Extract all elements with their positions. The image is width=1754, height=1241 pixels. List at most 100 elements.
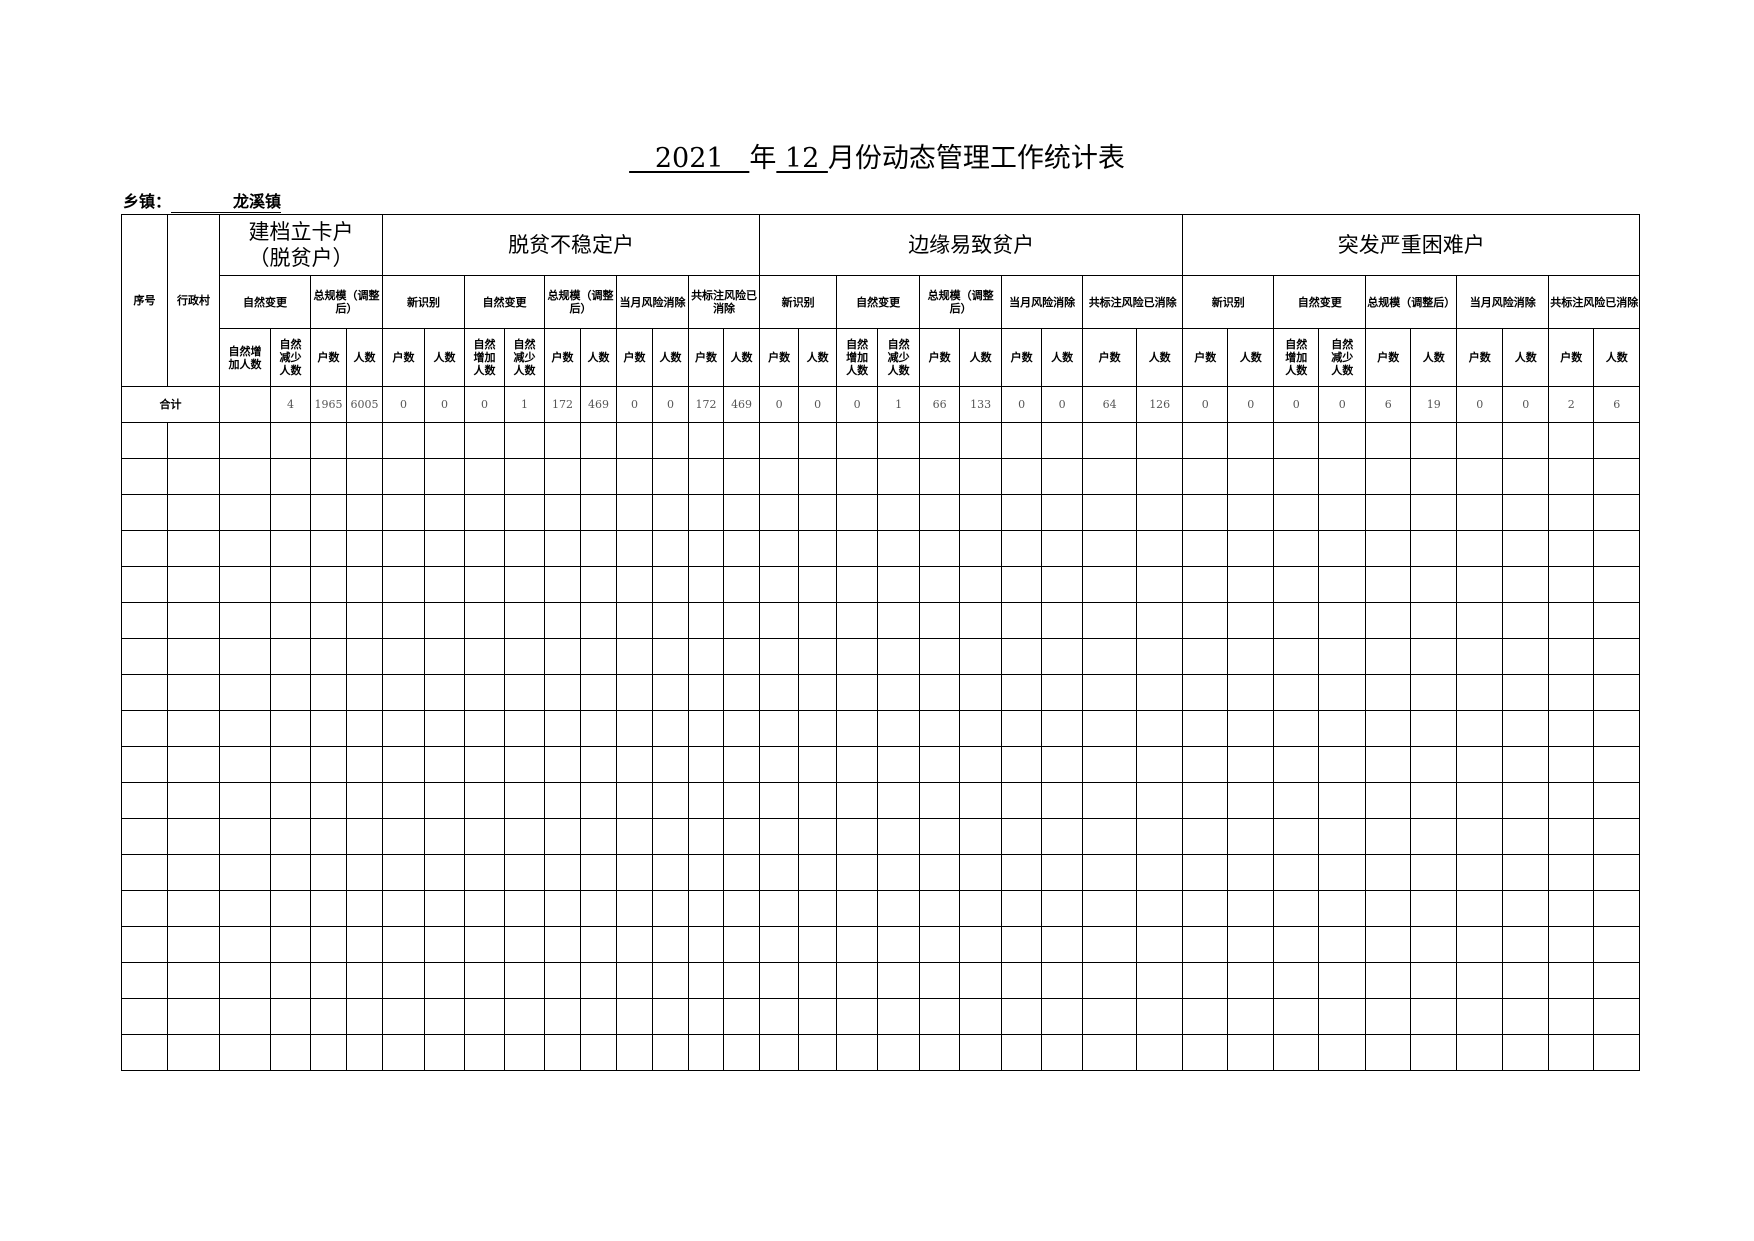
page-title: 2021 年 12 月份动态管理工作统计表 bbox=[0, 136, 1754, 175]
empty-cell bbox=[1041, 818, 1084, 855]
empty-cell bbox=[1273, 890, 1320, 927]
empty-cell bbox=[1410, 638, 1458, 675]
empty-cell bbox=[959, 926, 1003, 963]
empty-cell bbox=[1001, 962, 1043, 999]
empty-cell bbox=[1502, 710, 1550, 747]
empty-cell bbox=[464, 854, 505, 891]
empty-cell bbox=[1548, 998, 1595, 1035]
total-row: 合计 4 1965 6005 0 0 0 1 172 469 0 0 172 469 0 0 0 1 66 133 0 0… bbox=[121, 386, 1641, 423]
table-row bbox=[121, 638, 1641, 675]
empty-cell bbox=[1548, 710, 1595, 747]
empty-cell bbox=[1227, 710, 1275, 747]
empty-cell bbox=[1041, 890, 1084, 927]
empty-cell bbox=[1410, 674, 1458, 711]
empty-cell bbox=[1502, 422, 1550, 459]
empty-cell bbox=[270, 494, 311, 531]
empty-cell bbox=[836, 782, 879, 819]
empty-cell bbox=[167, 602, 220, 639]
empty-cell bbox=[877, 782, 921, 819]
empty-cell bbox=[310, 746, 347, 783]
empty-cell bbox=[1182, 566, 1229, 603]
empty-cell bbox=[652, 926, 689, 963]
empty-cell bbox=[504, 710, 545, 747]
empty-cell bbox=[382, 458, 425, 495]
header-column: 人数 bbox=[959, 328, 1003, 387]
empty-cell bbox=[167, 782, 220, 819]
empty-cell bbox=[464, 710, 505, 747]
empty-cell bbox=[1136, 890, 1184, 927]
total-value: 469 bbox=[722, 386, 761, 423]
empty-cell bbox=[504, 674, 545, 711]
empty-cell bbox=[346, 494, 383, 531]
empty-cell bbox=[1318, 422, 1367, 459]
empty-cell bbox=[1136, 458, 1184, 495]
empty-cell bbox=[219, 530, 271, 567]
empty-cell bbox=[836, 422, 879, 459]
empty-cell bbox=[1548, 926, 1595, 963]
total-value: 0 bbox=[798, 386, 838, 423]
empty-cell bbox=[798, 998, 838, 1035]
empty-cell bbox=[959, 854, 1003, 891]
empty-cell bbox=[544, 998, 581, 1035]
empty-cell bbox=[382, 746, 425, 783]
empty-cell bbox=[1041, 998, 1084, 1035]
empty-cell bbox=[1456, 818, 1504, 855]
empty-cell bbox=[1227, 890, 1275, 927]
empty-cell bbox=[919, 890, 961, 927]
empty-cell bbox=[1365, 566, 1412, 603]
header-subgroup: 总规模（调整后） bbox=[1365, 275, 1458, 329]
empty-cell bbox=[652, 998, 689, 1035]
empty-cell bbox=[722, 818, 761, 855]
empty-cell bbox=[219, 566, 271, 603]
empty-cell bbox=[167, 530, 220, 567]
empty-cell bbox=[1456, 926, 1504, 963]
empty-cell bbox=[1365, 674, 1412, 711]
table-row bbox=[121, 818, 1641, 855]
empty-cell bbox=[1182, 1034, 1229, 1071]
header-group: 脱贫不稳定户 bbox=[381, 214, 761, 276]
total-value: 4 bbox=[270, 386, 311, 423]
empty-cell bbox=[1227, 458, 1275, 495]
empty-cell bbox=[219, 602, 271, 639]
total-value: 0 bbox=[1502, 386, 1550, 423]
empty-cell bbox=[919, 530, 961, 567]
empty-cell bbox=[167, 962, 220, 999]
empty-cell bbox=[1318, 998, 1367, 1035]
empty-cell bbox=[759, 890, 800, 927]
empty-cell bbox=[1410, 818, 1458, 855]
empty-cell bbox=[798, 638, 838, 675]
header-column: 自然增加人数 bbox=[464, 328, 505, 387]
total-label: 合计 bbox=[121, 386, 220, 423]
empty-cell bbox=[1041, 1034, 1084, 1071]
empty-cell bbox=[616, 674, 653, 711]
empty-cell bbox=[464, 530, 505, 567]
total-value: 469 bbox=[580, 386, 617, 423]
empty-cell bbox=[688, 458, 724, 495]
empty-cell bbox=[544, 674, 581, 711]
empty-cell bbox=[544, 422, 581, 459]
empty-cell bbox=[121, 674, 168, 711]
empty-cell bbox=[464, 602, 505, 639]
empty-cell bbox=[167, 998, 220, 1035]
total-value: 0 bbox=[1456, 386, 1504, 423]
empty-cell bbox=[382, 422, 425, 459]
header-subgroup: 总规模（调整后） bbox=[310, 275, 383, 329]
empty-cell bbox=[1082, 674, 1138, 711]
empty-cell bbox=[1041, 458, 1084, 495]
empty-cell bbox=[652, 1034, 689, 1071]
empty-cell bbox=[167, 422, 220, 459]
empty-cell bbox=[1227, 566, 1275, 603]
empty-cell bbox=[759, 746, 800, 783]
empty-cell bbox=[616, 926, 653, 963]
empty-cell bbox=[616, 566, 653, 603]
township-value: 龙溪镇 bbox=[171, 188, 282, 213]
empty-cell bbox=[1227, 926, 1275, 963]
empty-cell bbox=[1456, 890, 1504, 927]
header-subgroup: 自然变更 bbox=[219, 275, 311, 329]
total-value: 0 bbox=[1182, 386, 1229, 423]
empty-cell bbox=[1136, 962, 1184, 999]
empty-cell bbox=[504, 602, 545, 639]
empty-cell bbox=[167, 674, 220, 711]
empty-cell bbox=[688, 638, 724, 675]
empty-cell bbox=[1227, 1034, 1275, 1071]
